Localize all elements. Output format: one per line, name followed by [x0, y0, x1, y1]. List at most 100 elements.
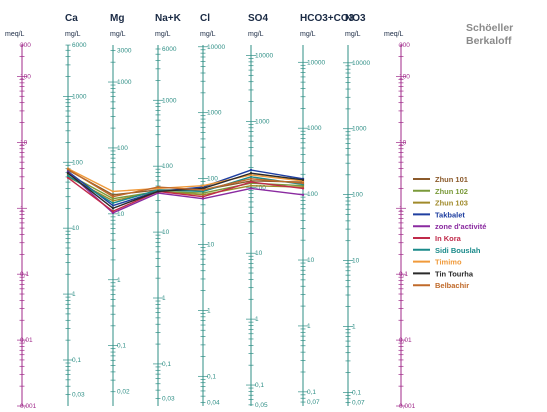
mg-tick-label: 0,04 [207, 400, 220, 407]
series-point [111, 190, 115, 193]
mg-tick-label: 1000 [352, 126, 367, 133]
ion-unit-label: mg/L [200, 31, 216, 38]
legend-label: Zhun 102 [435, 187, 468, 196]
mg-tick-label: 0,1 [255, 382, 264, 389]
mg-tick-label: 3000 [117, 48, 132, 55]
mg-tick-label: 1000 [307, 125, 322, 132]
ion-label: Cl [200, 13, 210, 24]
ion-unit-label: mg/L [65, 31, 81, 38]
series-point [111, 204, 115, 207]
mg-tick-label: 6000 [162, 46, 177, 53]
left-meq-tick-label: 100 [20, 73, 31, 80]
mg-tick-label: 0,1 [117, 343, 126, 350]
series-point [156, 190, 160, 193]
left-meq-tick-label: 0,1 [20, 271, 29, 278]
right-meq-tick-label: 300 [399, 42, 410, 49]
ion-unit-label: mg/L [110, 31, 126, 38]
series-point [66, 168, 70, 171]
mg-tick-label: 0,02 [117, 389, 130, 396]
series-layer [66, 167, 305, 215]
left-meq-tick-label: 1 [20, 205, 24, 212]
left-meq-tick-label: 0,001 [20, 403, 37, 410]
series-point [66, 176, 70, 179]
mg-tick-label: 1000 [255, 118, 270, 125]
series-point [111, 210, 115, 213]
ion-label: Mg [110, 13, 124, 24]
right-meq-unit: meq/L [384, 31, 404, 38]
right-meq-tick-label: 10 [399, 139, 407, 146]
series-line [67, 176, 304, 202]
ion-unit-label: mg/L [155, 31, 171, 38]
series-line [67, 172, 304, 209]
right-meq-tick-label: 100 [399, 73, 410, 80]
mg-tick-label: 100 [72, 159, 83, 166]
series-point [201, 197, 205, 200]
series-point [249, 175, 253, 179]
ion-label: NO3 [345, 13, 366, 24]
series-point [111, 195, 115, 198]
legend-label: Takbalet [435, 210, 465, 219]
legend-label: zone d'activité [435, 222, 486, 231]
series-point [249, 184, 253, 187]
right-meq-tick-label: 0,01 [399, 337, 412, 344]
legend: Zhun 101 Zhun 102 Zhun 103 Takbalet zone d'a… [413, 175, 486, 290]
legend-label: In Kora [435, 234, 462, 243]
mg-tick-label: 100 [352, 192, 363, 199]
mg-tick-label: 10 [162, 229, 170, 236]
series-point [201, 188, 205, 192]
mg-tick-label: 0,1 [307, 389, 316, 396]
mg-tick-label: 100 [307, 191, 318, 198]
series-point [111, 207, 115, 210]
left-meq-tick-label: 300 [20, 42, 31, 49]
legend-label: Timimo [435, 258, 462, 267]
mg-tick-label: 10 [117, 211, 125, 218]
series-point [249, 172, 253, 175]
ion-unit-label: mg/L [248, 31, 264, 38]
mg-tick-label: 10 [352, 258, 360, 265]
legend-label: Zhun 103 [435, 199, 468, 208]
left-meq-unit: meq/L [5, 31, 25, 38]
series-point [111, 199, 115, 202]
mg-tick-label: 1000 [207, 110, 222, 117]
mg-tick-label: 10000 [352, 60, 370, 67]
series-point [111, 201, 115, 205]
series-point [201, 184, 205, 187]
mg-tick-label: 1 [352, 323, 356, 330]
ion-unit-label: mg/L [300, 31, 316, 38]
series-point [301, 193, 305, 197]
series-point [249, 180, 253, 184]
mg-tick-label: 100 [117, 145, 128, 152]
series-point [301, 178, 305, 182]
mg-tick-label: 10000 [307, 59, 325, 66]
mg-tick-label: 1 [255, 316, 259, 323]
title-line-2: Berkaloff [466, 35, 512, 47]
right-meq-tick-label: 0,1 [399, 271, 408, 278]
ion-label: Na+K [155, 13, 182, 24]
series-point [156, 185, 160, 189]
series-point [111, 197, 115, 200]
ion-label: HCO3+CO3 [300, 13, 355, 24]
mg-tick-label: 0,1 [352, 389, 361, 396]
ion-unit-label: mg/L [345, 31, 361, 38]
series-point [201, 193, 205, 197]
mg-tick-label: 0,1 [72, 357, 81, 364]
legend-label: Zhun 101 [435, 175, 468, 184]
legend-label: Tin Tourha [435, 269, 474, 278]
series-point [201, 195, 205, 198]
mg-tick-label: 100 [162, 163, 173, 170]
series-point [249, 173, 253, 177]
mg-tick-label: 0,03 [162, 395, 175, 402]
series-point [301, 182, 305, 185]
mg-tick-label: 0,05 [255, 402, 268, 409]
left-meq-tick-label: 0,01 [20, 337, 33, 344]
series-point [301, 187, 305, 190]
mg-tick-label: 0,07 [352, 400, 365, 407]
mg-tick-label: 1000 [162, 97, 177, 104]
series-point [111, 193, 115, 197]
mg-tick-label: 10000 [207, 44, 225, 51]
mg-tick-label: 0,1 [207, 373, 216, 380]
mg-tick-label: 10000 [255, 52, 273, 59]
ion-label: SO4 [248, 13, 268, 24]
mg-tick-label: 10 [207, 242, 215, 249]
